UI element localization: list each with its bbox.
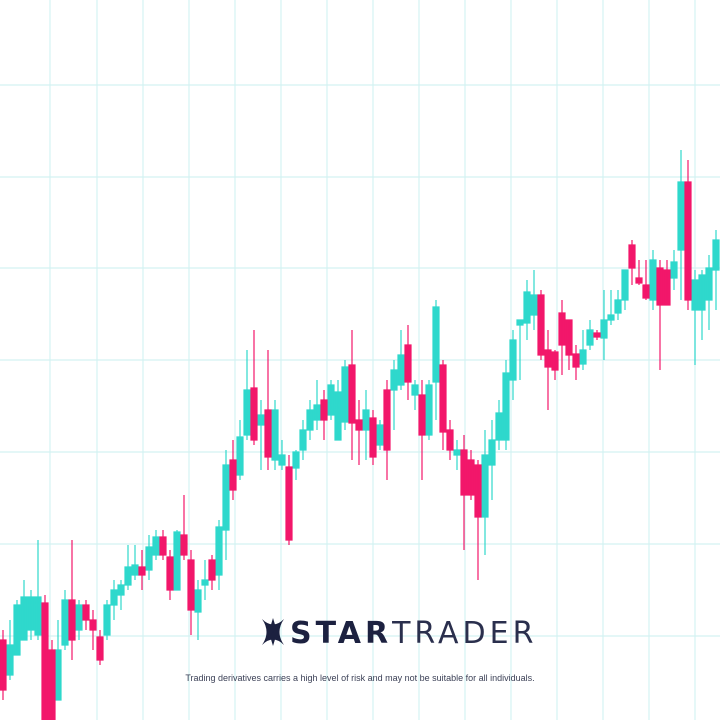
logo: STARTRADER [262,616,537,651]
decorative-candles [6,150,720,701]
disclaimer: Trading derivatives carries a high level… [185,673,534,683]
logo-text: STARTRADER [290,616,537,651]
logo-secondary: TRADER [391,616,537,651]
logo-icon [262,618,284,646]
logo-primary: STAR [290,616,392,651]
decorative-candles [0,160,692,720]
logo-mark [270,618,276,646]
